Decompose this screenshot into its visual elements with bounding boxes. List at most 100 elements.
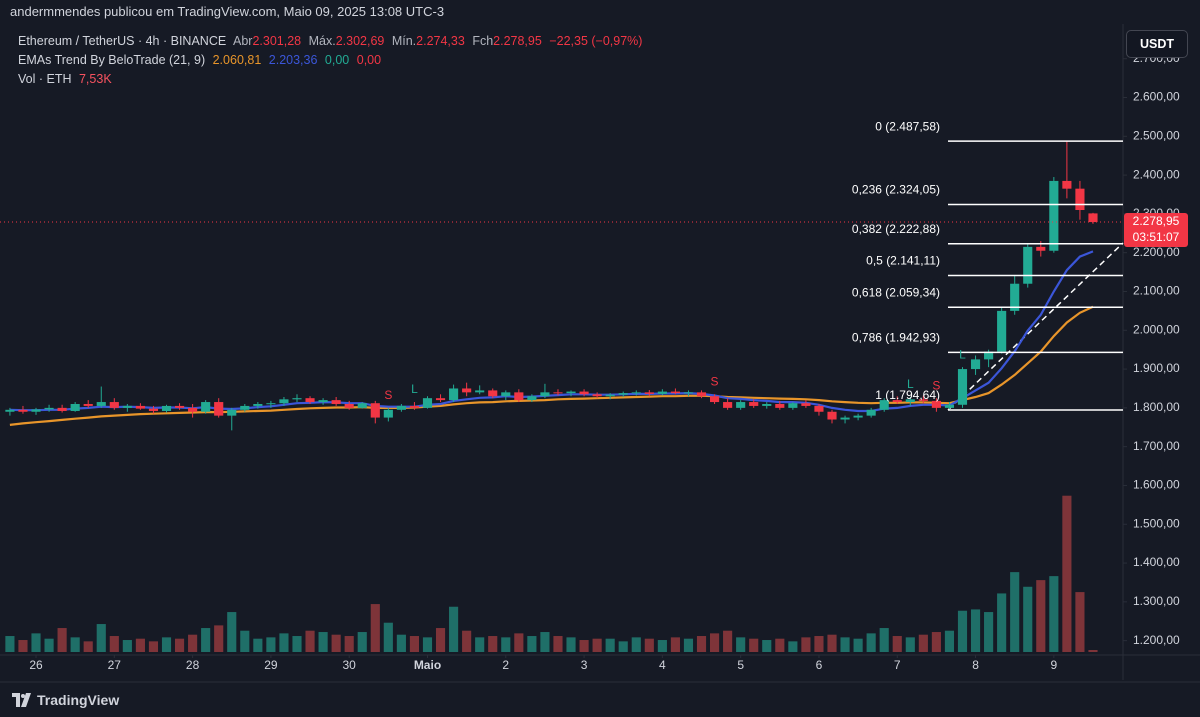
volume-bar: [566, 637, 576, 652]
indicator-value: 0,00: [324, 53, 350, 67]
candle-body: [905, 399, 915, 403]
currency-button[interactable]: USDT: [1126, 30, 1188, 58]
volume-bar: [44, 638, 54, 652]
y-tick-label: 2.400,00: [1133, 167, 1180, 181]
volume-bar: [449, 606, 459, 652]
signal-label: L: [411, 382, 418, 396]
candle-body: [70, 403, 80, 411]
volume-bar: [135, 638, 145, 652]
candle-body: [605, 394, 615, 397]
candle-body: [827, 411, 837, 420]
candle-body: [840, 417, 850, 420]
volume-bar: [266, 637, 276, 652]
symbol: Ethereum / TetherUS · 4h · BINANCE: [18, 34, 227, 48]
x-tick-label: 3: [581, 658, 588, 672]
candle-body: [357, 403, 367, 408]
candle-body: [749, 402, 759, 406]
candle-body: [631, 392, 641, 394]
volume-bar: [879, 628, 889, 652]
volume-bar: [57, 628, 67, 652]
candle-body: [696, 392, 707, 397]
x-tick-label: 8: [972, 658, 979, 672]
volume-bar: [1023, 586, 1033, 652]
x-tick-label: 28: [186, 658, 200, 672]
x-tick-label: 5: [737, 658, 744, 672]
x-tick-label: 27: [108, 658, 122, 672]
volume-bar: [109, 636, 119, 652]
volume-bar: [762, 640, 772, 652]
volume-bar: [1088, 649, 1098, 652]
candle-body: [553, 392, 563, 394]
candle-body: [422, 398, 433, 408]
candle-body: [409, 405, 420, 408]
volume-bar: [18, 640, 28, 652]
x-tick-label: 9: [1050, 658, 1057, 672]
volume-bar: [122, 640, 132, 652]
legend-ohlc: Ethereum / TetherUS · 4h · BINANCE Abr2.…: [18, 34, 646, 48]
volume-bar: [422, 637, 433, 652]
volume-bar: [540, 632, 550, 652]
candle-body: [736, 402, 746, 408]
candle-body: [96, 402, 106, 406]
volume-bar: [331, 634, 341, 652]
low-label: Mín.: [391, 34, 417, 48]
legend-indicator: EMAs Trend By BeloTrade (21, 9) 2.060,81…: [18, 53, 385, 67]
signal-label: S: [711, 374, 719, 388]
high-value: 2.302,69: [335, 34, 385, 48]
candle-body: [44, 407, 54, 410]
trend-line: [947, 242, 1124, 411]
last-price-box: [1124, 213, 1188, 248]
volume-bar: [709, 633, 720, 652]
candle-body: [540, 392, 550, 397]
brand: TradingView: [12, 692, 119, 708]
fib-label: 0,618 (2.059,34): [852, 285, 940, 299]
volume-bar: [1049, 576, 1059, 652]
volume-bar: [984, 612, 994, 652]
volume-bar: [240, 630, 250, 652]
y-tick-label: 1.800,00: [1133, 400, 1180, 414]
y-tick-label: 1.500,00: [1133, 516, 1180, 530]
candle-body: [879, 400, 889, 410]
y-tick-label: 2.200,00: [1133, 245, 1180, 259]
volume-bar: [1010, 572, 1020, 652]
candle-body: [514, 392, 524, 401]
volume-bar: [31, 633, 41, 652]
volume-bar: [592, 638, 602, 652]
fib-label: 0,786 (1.942,93): [852, 331, 940, 345]
candle-body: [762, 403, 772, 406]
volume-bar: [1062, 495, 1072, 652]
candle-body: [449, 388, 459, 401]
header: andermmendes publicou em TradingView.com…: [10, 4, 445, 19]
candle-body: [670, 391, 680, 394]
candle-body: [292, 398, 302, 400]
volume-bar: [801, 637, 811, 652]
y-tick-label: 2.000,00: [1133, 322, 1180, 336]
candle-body: [801, 403, 811, 406]
volume-bar: [840, 637, 850, 652]
candle-body: [683, 392, 694, 394]
fib-label: 0 (2.487,58): [875, 119, 940, 133]
y-tick-label: 2.100,00: [1133, 284, 1180, 298]
candle-body: [174, 405, 185, 408]
candle-body: [1023, 246, 1033, 284]
candle-body: [788, 403, 798, 408]
candle-body: [475, 390, 485, 393]
volume-bar: [853, 638, 863, 652]
candle-body: [122, 405, 132, 408]
volume-bar: [370, 604, 380, 652]
volume-bar: [227, 612, 237, 652]
volume-bar: [827, 634, 837, 652]
candle-body: [31, 409, 41, 412]
candle-body: [1075, 188, 1085, 211]
volume-bar: [514, 633, 524, 652]
candle-body: [775, 403, 785, 408]
signal-label: L: [907, 377, 914, 391]
countdown-label: 03:51:07: [1133, 230, 1180, 244]
volume-bar: [749, 638, 759, 652]
candle-body: [579, 391, 589, 395]
fib-label: 1 (1.794,64): [875, 388, 940, 402]
x-tick-label: 26: [29, 658, 43, 672]
x-tick-label: 29: [264, 658, 278, 672]
candle-body: [1062, 180, 1072, 189]
